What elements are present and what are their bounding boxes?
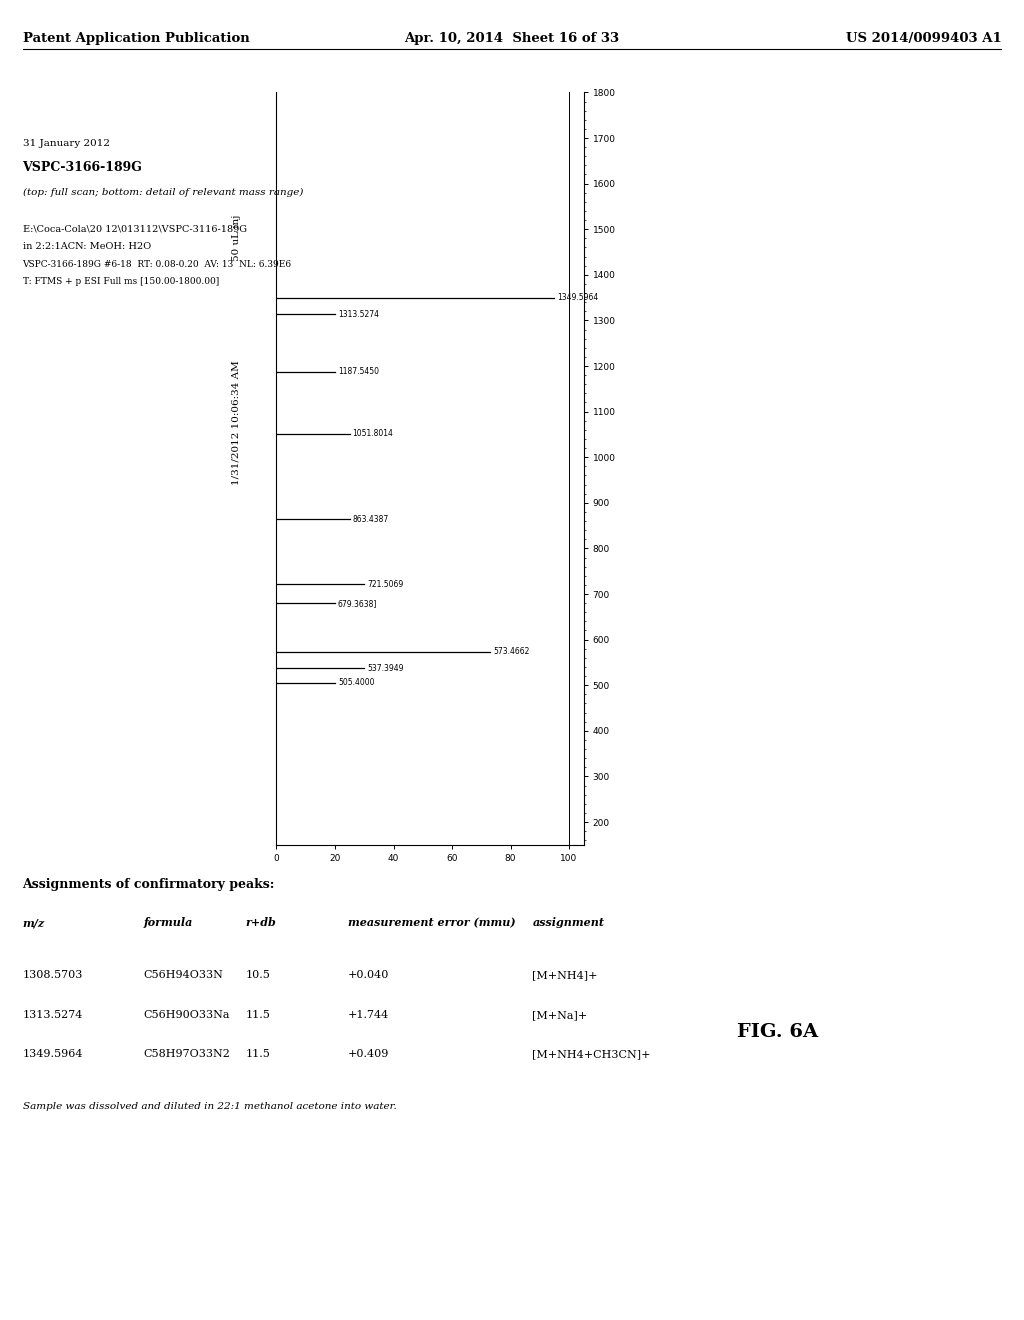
- Text: Sample was dissolved and diluted in 22:1 methanol acetone into water.: Sample was dissolved and diluted in 22:1…: [23, 1102, 396, 1111]
- Text: (top: full scan; bottom: detail of relevant mass range): (top: full scan; bottom: detail of relev…: [23, 187, 303, 197]
- Text: E:\Coca-Cola\20 12\013112\VSPC-3116-189G: E:\Coca-Cola\20 12\013112\VSPC-3116-189G: [23, 224, 247, 234]
- Text: VSPC-3166-189G #6-18  RT: 0.08-0.20  AV: 13  NL: 6.39E6: VSPC-3166-189G #6-18 RT: 0.08-0.20 AV: 1…: [23, 260, 292, 269]
- Text: C58H97O33N2: C58H97O33N2: [143, 1049, 230, 1060]
- Text: US 2014/0099403 A1: US 2014/0099403 A1: [846, 32, 1001, 45]
- Text: [M+Na]+: [M+Na]+: [532, 1010, 588, 1020]
- Text: VSPC-3166-189G: VSPC-3166-189G: [23, 161, 142, 174]
- Text: 1313.5274: 1313.5274: [23, 1010, 83, 1020]
- Text: Patent Application Publication: Patent Application Publication: [23, 32, 249, 45]
- Text: 679.3638]: 679.3638]: [338, 599, 377, 609]
- Text: formula: formula: [143, 917, 193, 928]
- Text: [M+NH4]+: [M+NH4]+: [532, 970, 598, 981]
- Text: 11.5: 11.5: [246, 1010, 270, 1020]
- Text: T: FTMS + p ESI Full ms [150.00-1800.00]: T: FTMS + p ESI Full ms [150.00-1800.00]: [23, 277, 219, 286]
- Text: Assignments of confirmatory peaks:: Assignments of confirmatory peaks:: [23, 878, 274, 891]
- Text: m/z: m/z: [23, 917, 45, 928]
- Text: Apr. 10, 2014  Sheet 16 of 33: Apr. 10, 2014 Sheet 16 of 33: [404, 32, 620, 45]
- Text: 10.5: 10.5: [246, 970, 270, 981]
- Text: 50 uL inj: 50 uL inj: [231, 214, 241, 261]
- Text: 1313.5274: 1313.5274: [338, 310, 379, 318]
- Text: 863.4387: 863.4387: [352, 515, 389, 524]
- Text: 1349.5964: 1349.5964: [557, 293, 599, 302]
- Text: 505.4000: 505.4000: [338, 678, 375, 688]
- Text: 1349.5964: 1349.5964: [23, 1049, 83, 1060]
- Text: measurement error (mmu): measurement error (mmu): [348, 917, 516, 928]
- Text: 573.4662: 573.4662: [493, 647, 529, 656]
- Text: C56H94O33N: C56H94O33N: [143, 970, 223, 981]
- Text: 1308.5703: 1308.5703: [23, 970, 83, 981]
- Text: in 2:2:1ACN: MeOH: H2O: in 2:2:1ACN: MeOH: H2O: [23, 242, 151, 251]
- Text: +1.744: +1.744: [348, 1010, 389, 1020]
- Text: [M+NH4+CH3CN]+: [M+NH4+CH3CN]+: [532, 1049, 651, 1060]
- Text: +0.409: +0.409: [348, 1049, 389, 1060]
- Text: r+db: r+db: [246, 917, 276, 928]
- Text: 1/31/2012 10:06:34 AM: 1/31/2012 10:06:34 AM: [231, 360, 241, 484]
- Text: FIG. 6A: FIG. 6A: [737, 1023, 818, 1041]
- Text: assignment: assignment: [532, 917, 604, 928]
- Text: 11.5: 11.5: [246, 1049, 270, 1060]
- Text: C56H90O33Na: C56H90O33Na: [143, 1010, 229, 1020]
- Text: 721.5069: 721.5069: [368, 579, 403, 589]
- Text: 1187.5450: 1187.5450: [338, 367, 379, 376]
- Text: 1051.8014: 1051.8014: [352, 429, 393, 438]
- Text: +0.040: +0.040: [348, 970, 389, 981]
- Text: 537.3949: 537.3949: [368, 664, 403, 673]
- Text: 31 January 2012: 31 January 2012: [23, 139, 110, 148]
